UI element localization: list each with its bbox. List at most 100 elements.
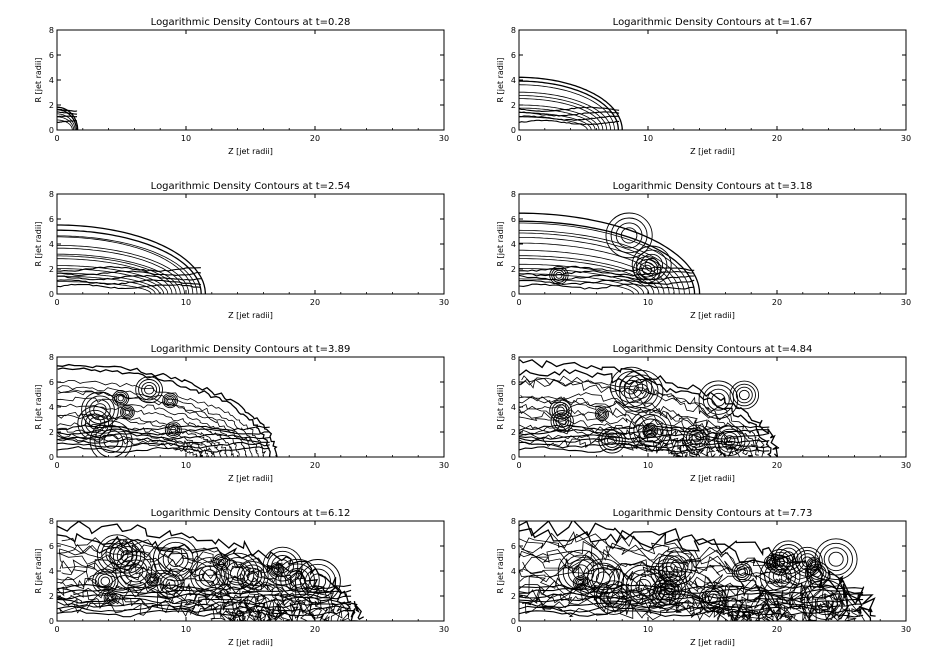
- plot-frame: [56, 29, 445, 131]
- vortex-contour: [550, 410, 574, 433]
- contour-line: [519, 423, 703, 457]
- x-axis-label: Z [jet radii]: [228, 638, 273, 647]
- x-tick-label: 10: [181, 134, 191, 143]
- vortex-contour: [633, 414, 668, 447]
- contour-line: [57, 437, 198, 457]
- contour-set: [57, 521, 365, 621]
- vortex-contour: [141, 381, 158, 398]
- vortex-contour: [607, 435, 617, 446]
- vortex-contour: [720, 431, 739, 450]
- vortex-contour: [105, 592, 117, 604]
- contour-line: [519, 104, 600, 130]
- vortex-contour: [157, 541, 194, 577]
- vortex-contour: [738, 389, 750, 401]
- jet-beam-line: [57, 120, 78, 124]
- jet-beam-line: [57, 283, 201, 290]
- x-axis-label: Z [jet radii]: [228, 474, 273, 483]
- vortex-contour: [165, 579, 176, 590]
- vortex-contour: [657, 547, 697, 585]
- vortex-contour: [117, 395, 124, 402]
- y-tick-label: 4: [49, 567, 54, 576]
- x-tick-label: 20: [310, 134, 320, 143]
- vortex-contour: [811, 561, 817, 567]
- y-tick-label: 4: [511, 240, 516, 249]
- y-tick-label: 0: [49, 453, 54, 462]
- contour-line: [519, 540, 851, 620]
- contour-line: [519, 548, 834, 621]
- panel-title: Logarithmic Density Contours at t=6.12: [151, 508, 351, 519]
- y-tick-label: 4: [49, 240, 54, 249]
- y-tick-label: 6: [49, 215, 54, 224]
- y-tick-label: 2: [49, 101, 54, 110]
- y-axis-label: R [jet radii]: [496, 222, 505, 267]
- vortex-contour: [582, 558, 625, 599]
- x-tick-label: 20: [310, 625, 320, 634]
- vortex-contour: [562, 554, 600, 590]
- vortex-contour: [271, 555, 294, 578]
- vortex-contour: [683, 424, 710, 451]
- x-tick-label: 30: [439, 298, 449, 307]
- plot-frame: [56, 193, 445, 295]
- y-tick-label: 8: [49, 353, 54, 362]
- vortex-contour: [603, 587, 624, 608]
- y-tick-label: 8: [511, 517, 516, 526]
- y-tick-label: 2: [49, 592, 54, 601]
- vortex-contour: [642, 264, 653, 275]
- vortex-contour: [635, 578, 652, 595]
- vortex-contour: [81, 391, 119, 429]
- x-tick-label: 30: [439, 625, 449, 634]
- vortex-contour: [220, 557, 255, 590]
- vortex-contour: [620, 564, 666, 609]
- x-axis-label: Z [jet radii]: [690, 311, 735, 320]
- vortex-contour: [769, 551, 791, 573]
- vortex-contour: [732, 383, 756, 407]
- vortex-contour: [146, 573, 158, 585]
- contour-line: [57, 253, 181, 294]
- vortex-contour: [100, 576, 111, 586]
- jet-beam-line: [57, 432, 270, 440]
- plot-frame: [518, 193, 907, 295]
- y-tick-label: 2: [49, 428, 54, 437]
- vortex-contour: [599, 584, 628, 612]
- vortex-contour: [610, 366, 653, 408]
- vortex-contour: [598, 426, 626, 454]
- jet-beam-line: [519, 111, 620, 117]
- vortex-contour: [768, 564, 792, 588]
- vortex-contour: [660, 580, 680, 599]
- vortex-contour: [814, 538, 858, 581]
- x-tick-label: 20: [772, 461, 782, 470]
- y-tick-label: 0: [511, 290, 516, 299]
- contour-line: [57, 414, 223, 457]
- vortex-contour: [662, 551, 693, 581]
- contour-line: [57, 588, 267, 621]
- contour-line: [519, 368, 772, 457]
- vortex-contour: [225, 561, 250, 586]
- vortex-contour: [645, 427, 654, 436]
- vortex-contour: [596, 408, 608, 420]
- vortex-contour: [711, 392, 726, 407]
- vortex-contour: [116, 546, 138, 567]
- jet-beam-line: [519, 596, 864, 605]
- contour-line: [57, 403, 234, 457]
- vortex-contour: [605, 212, 653, 259]
- contour-line: [519, 80, 619, 130]
- vortex-contour: [549, 265, 569, 285]
- vortex-contour: [729, 380, 760, 410]
- vortex-contour: [266, 550, 299, 582]
- x-tick-label: 20: [310, 461, 320, 470]
- jet-beam-line: [519, 584, 864, 592]
- x-tick-label: 30: [901, 461, 911, 470]
- y-tick-label: 2: [49, 265, 54, 274]
- y-axis-label: R [jet radii]: [496, 549, 505, 594]
- x-tick-label: 30: [901, 134, 911, 143]
- panel-title: Logarithmic Density Contours at t=3.89: [151, 344, 351, 355]
- vortex-contour: [109, 538, 146, 574]
- contour-set: [57, 106, 79, 130]
- jet-beam-line: [57, 601, 352, 609]
- x-tick-label: 10: [181, 625, 191, 634]
- contour-line: [519, 95, 608, 130]
- contour-line: [57, 272, 160, 294]
- contour-line: [57, 379, 267, 456]
- vortex-contour: [666, 555, 689, 577]
